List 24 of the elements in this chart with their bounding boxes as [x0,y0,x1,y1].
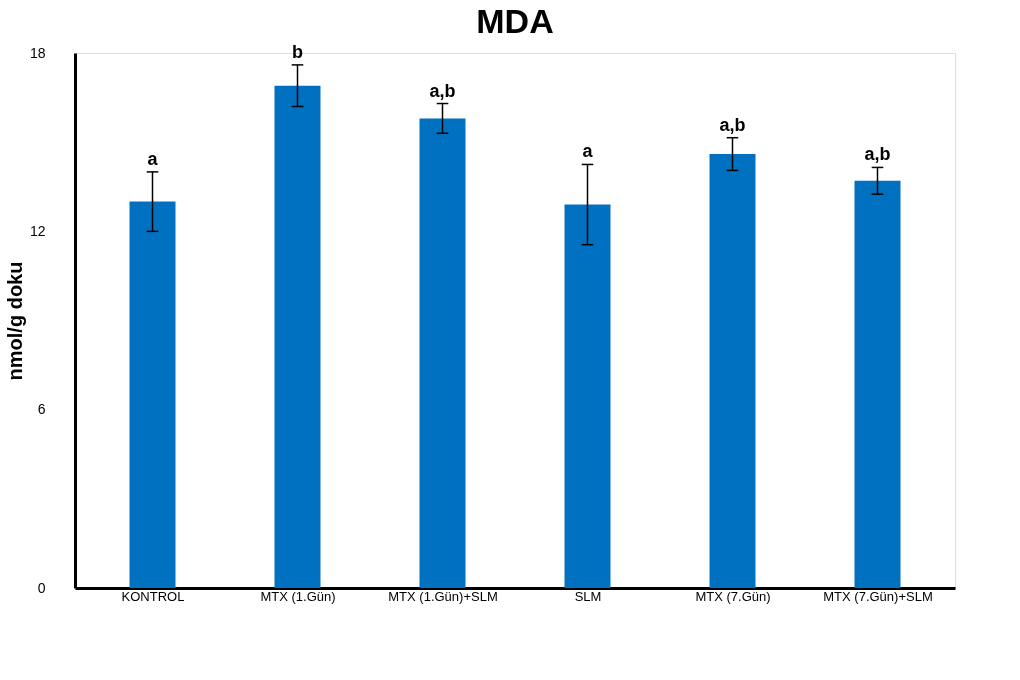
annotation: a,b [429,80,456,101]
annotation: a [147,148,159,169]
x-tick-label: MTX (1.Gün)+SLM [388,588,498,604]
y-tick-label: 6 [37,401,46,418]
bar [854,180,901,588]
x-tick-label: SLM [574,588,602,604]
x-tick-label: MTX (7.Gün)+SLM [823,588,933,604]
bar [709,154,756,588]
bar [129,201,176,588]
chart-title: MDA [476,1,554,40]
bar [564,204,611,588]
annotation: a,b [864,144,891,165]
x-tick-label: MTX (7.Gün) [695,588,771,604]
bar [274,85,321,588]
annotation: a [582,141,594,162]
annotation: a,b [719,114,746,135]
x-tick-label: MTX (1.Gün) [260,588,336,604]
x-tick-label: KONTROL [121,588,185,604]
annotation: b [292,41,303,62]
y-tick-label: 0 [37,579,46,596]
y-axis-title: nmol/g doku [3,261,26,381]
y-tick-label: 12 [29,222,46,239]
bar [419,118,466,588]
y-tick-label: 18 [29,44,46,61]
